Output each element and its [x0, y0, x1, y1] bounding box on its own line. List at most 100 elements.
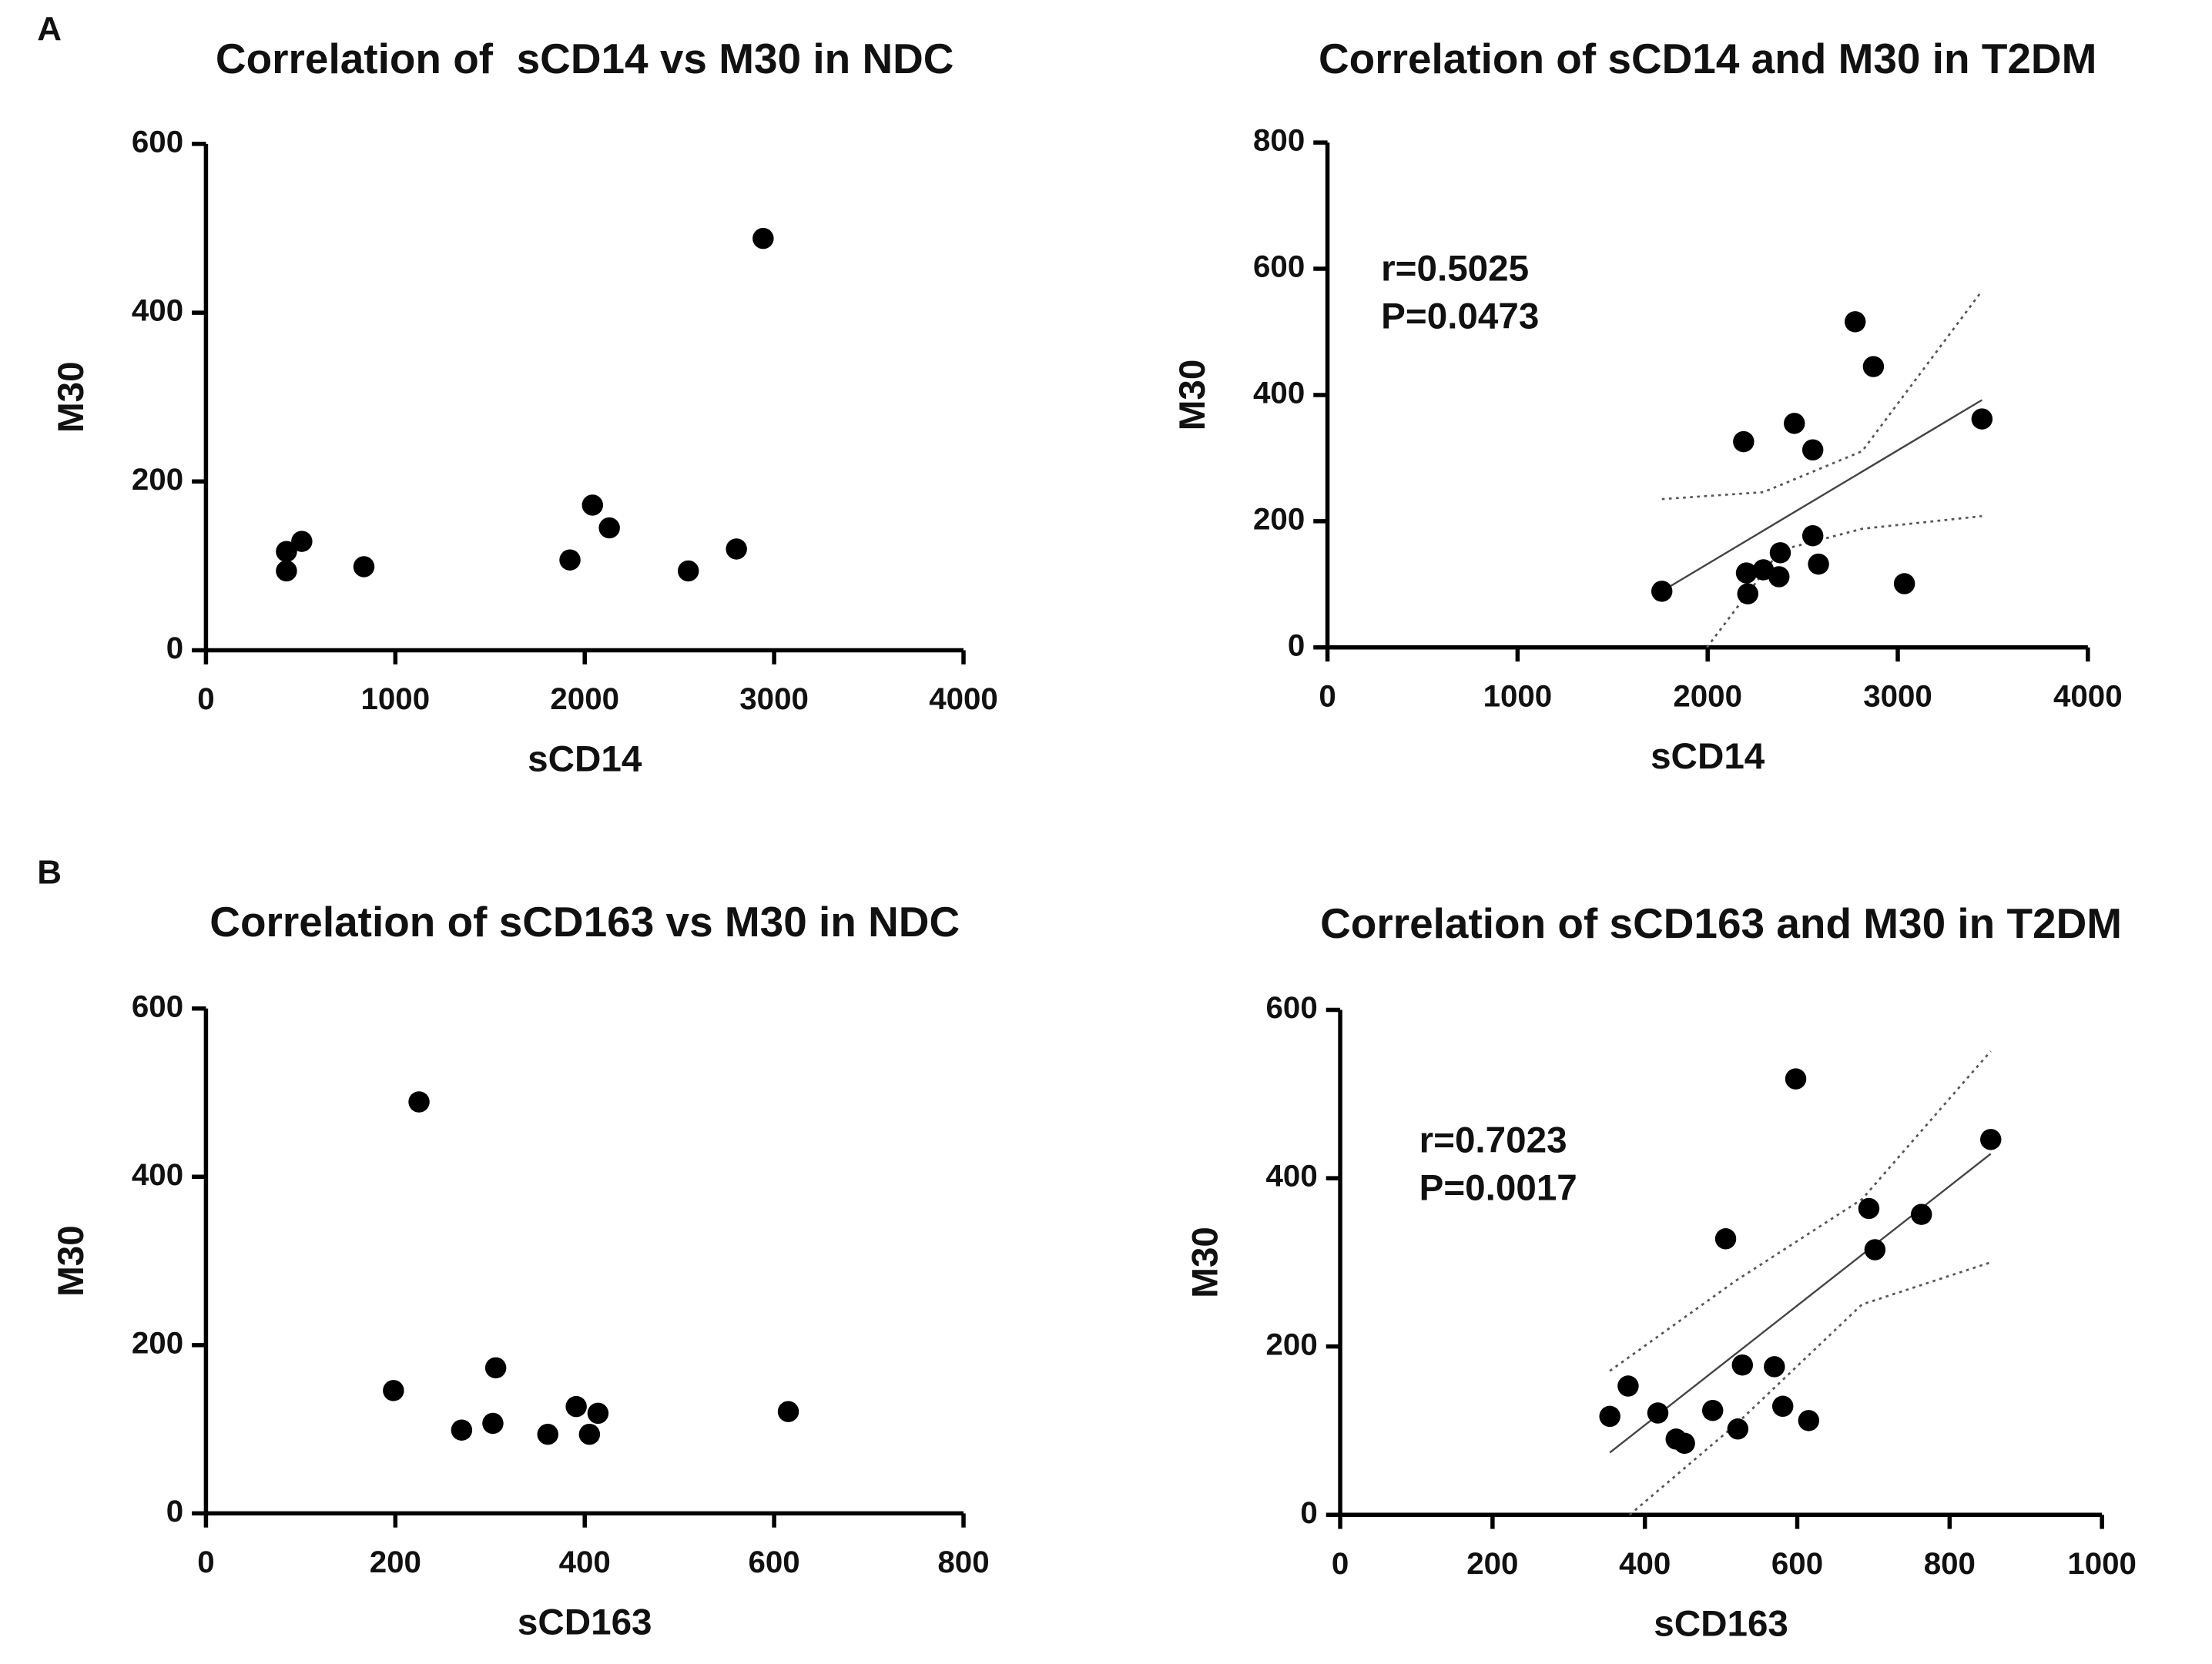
y-tick-label: 600 — [1253, 249, 1305, 284]
x-axis-label: sCD163 — [518, 1602, 652, 1643]
x-tick-label: 1000 — [2067, 1546, 2137, 1581]
data-point — [451, 1419, 473, 1441]
y-axis-label: M30 — [1185, 1227, 1225, 1298]
data-point — [1599, 1405, 1620, 1428]
data-point — [598, 517, 620, 539]
data-point — [1714, 1228, 1737, 1250]
data-point — [559, 549, 581, 571]
data-point — [777, 1401, 799, 1422]
data-point — [1910, 1204, 1932, 1225]
data-point — [1801, 439, 1824, 460]
data-point — [587, 1402, 609, 1425]
x-axis-label: sCD163 — [1654, 1604, 1788, 1645]
data-point — [1771, 1395, 1794, 1418]
y-tick-label: 400 — [1253, 376, 1305, 410]
y-tick-label: 400 — [132, 293, 183, 328]
x-tick-label: 2000 — [550, 681, 619, 716]
chart-title: Correlation of sCD163 vs M30 in NDC — [209, 898, 960, 946]
data-point — [1768, 566, 1790, 588]
data-point — [1798, 1410, 1820, 1431]
data-point — [1979, 1129, 2002, 1150]
data-point — [1844, 311, 1866, 333]
data-point — [383, 1380, 404, 1401]
y-tick-label: 0 — [1288, 628, 1305, 662]
data-point — [677, 560, 699, 582]
x-axis-label: sCD14 — [528, 739, 642, 780]
x-axis-label: sCD14 — [1651, 736, 1765, 777]
data-point — [276, 541, 297, 562]
y-tick-label: 400 — [1266, 1159, 1318, 1194]
x-tick-label: 400 — [1619, 1546, 1671, 1581]
confidence-band — [1609, 1050, 1992, 1372]
confidence-band — [1661, 290, 1983, 501]
data-point — [1727, 1418, 1749, 1440]
annotation: P=0.0473 — [1381, 296, 1539, 337]
data-point — [1785, 1068, 1807, 1090]
data-point — [1893, 573, 1915, 594]
regression-line — [1661, 399, 1982, 592]
data-point — [1971, 408, 1993, 430]
x-tick-label: 200 — [1466, 1546, 1518, 1581]
x-tick-label: 600 — [1771, 1546, 1823, 1581]
y-tick-label: 800 — [1253, 123, 1305, 158]
data-point — [565, 1395, 587, 1418]
data-point — [1784, 413, 1805, 434]
x-tick-label: 3000 — [739, 681, 809, 716]
x-tick-label: 3000 — [1863, 678, 1932, 713]
chart-title: Correlation of sCD163 and M30 in T2DM — [1320, 899, 2122, 947]
data-point — [1769, 542, 1791, 564]
data-point — [1617, 1375, 1639, 1397]
data-point — [291, 531, 313, 552]
y-tick-label: 200 — [132, 1325, 183, 1360]
x-tick-label: 4000 — [2053, 678, 2123, 713]
x-tick-label: 4000 — [929, 681, 998, 716]
data-point — [581, 494, 604, 516]
x-tick-label: 400 — [559, 1545, 611, 1579]
data-point — [276, 560, 297, 582]
x-tick-label: 0 — [1319, 678, 1336, 713]
data-point — [1764, 1356, 1785, 1378]
regression-line — [1609, 1153, 1992, 1454]
data-point — [1862, 356, 1885, 377]
x-tick-label: 1000 — [1483, 678, 1553, 713]
y-tick-label: 0 — [166, 1494, 183, 1528]
annotation: r=0.5025 — [1381, 248, 1529, 289]
annotation: r=0.7023 — [1419, 1120, 1567, 1160]
chart-title: Correlation of sCD14 vs M30 in NDC — [216, 35, 954, 82]
data-point — [726, 538, 747, 560]
x-tick-label: 2000 — [1673, 678, 1742, 713]
data-point — [482, 1412, 504, 1435]
x-tick-label: 800 — [937, 1545, 989, 1579]
data-point — [1735, 562, 1758, 584]
data-point — [1647, 1402, 1669, 1424]
annotation: P=0.0017 — [1419, 1168, 1577, 1209]
data-point — [1737, 583, 1759, 604]
data-point — [484, 1357, 507, 1379]
data-point — [537, 1423, 558, 1445]
data-point — [408, 1091, 430, 1113]
y-tick-label: 400 — [132, 1157, 183, 1192]
data-point — [1808, 553, 1829, 575]
confidence-band — [1629, 1261, 1992, 1516]
y-axis-label: M30 — [51, 361, 92, 433]
panel-label: B — [37, 853, 62, 891]
data-point — [1864, 1239, 1886, 1261]
x-tick-label: 600 — [748, 1545, 799, 1579]
y-axis-label: M30 — [1172, 360, 1213, 431]
x-tick-label: 0 — [1332, 1546, 1349, 1581]
data-point — [1733, 430, 1755, 453]
y-tick-label: 600 — [132, 989, 183, 1023]
x-tick-label: 1000 — [361, 681, 431, 716]
x-tick-label: 800 — [1924, 1546, 1976, 1581]
data-point — [1801, 524, 1824, 547]
data-point — [1701, 1400, 1724, 1421]
y-tick-label: 0 — [1300, 1495, 1317, 1530]
y-tick-label: 200 — [1266, 1327, 1318, 1361]
data-point — [1674, 1432, 1695, 1455]
chart-title: Correlation of sCD14 and M30 in T2DM — [1319, 35, 2096, 82]
x-tick-label: 200 — [370, 1545, 421, 1579]
data-point — [578, 1423, 601, 1445]
y-axis-label: M30 — [51, 1225, 92, 1297]
